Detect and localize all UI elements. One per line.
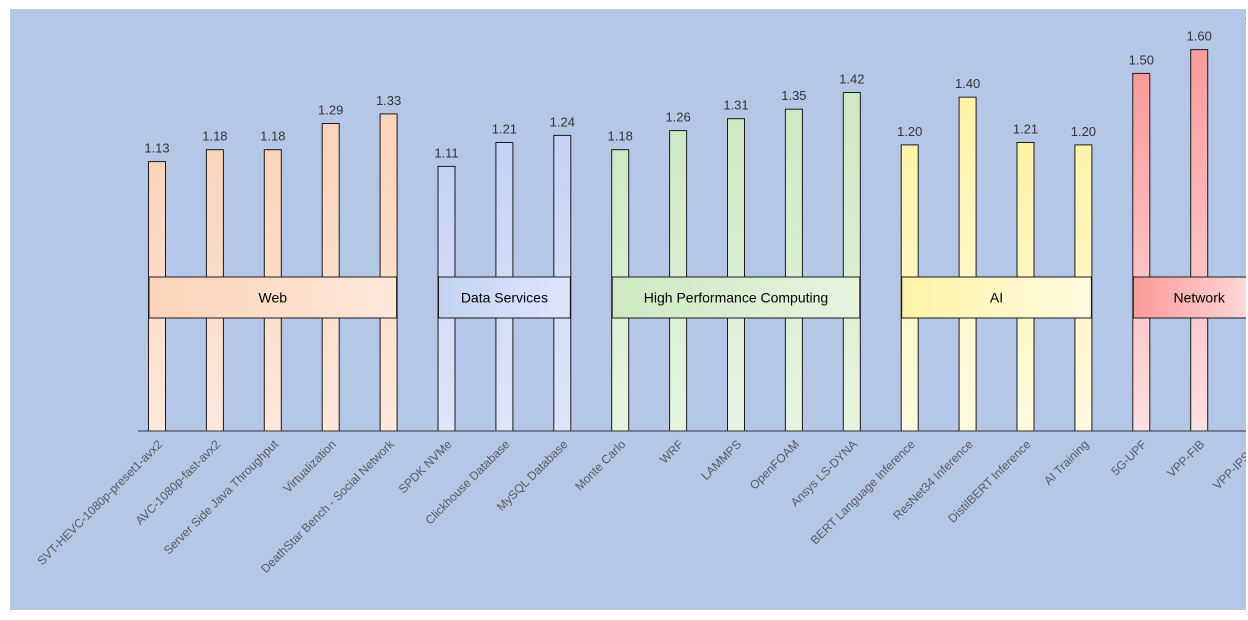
category-label: WRF bbox=[657, 437, 686, 466]
value-label: 1.40 bbox=[955, 76, 980, 91]
value-label: 1.20 bbox=[1071, 124, 1096, 139]
value-label: 1.18 bbox=[202, 129, 227, 144]
value-label: 1.21 bbox=[492, 122, 517, 137]
value-label: 1.60 bbox=[1187, 29, 1212, 44]
value-label: 1.50 bbox=[1129, 52, 1154, 67]
group-name: Web bbox=[259, 290, 288, 306]
category-label: SVT-HEVC-1080p-preset1-avx2 bbox=[34, 437, 165, 568]
category-label: AI Training bbox=[1041, 437, 1091, 487]
group-box bbox=[148, 276, 398, 319]
bar-5g-upf bbox=[1132, 72, 1151, 432]
category-label: Server Side Java Throughput bbox=[161, 437, 282, 558]
category-label: BERT Language Inference bbox=[808, 437, 918, 547]
bar-chart: Web Data Services High Performance Computi… bbox=[34, 9, 1246, 576]
value-label: 1.42 bbox=[839, 72, 864, 87]
group-box bbox=[438, 276, 571, 319]
category-label: SPDK NVMe bbox=[396, 437, 455, 496]
bar-vpp-fib bbox=[1190, 49, 1209, 432]
group-name: AI bbox=[990, 290, 1003, 306]
bar-resnet34-inference bbox=[958, 96, 977, 432]
group-label-ai: AI bbox=[901, 276, 1092, 319]
group-box bbox=[901, 276, 1092, 319]
group-label-high-performance-computing: High Performance Computing bbox=[611, 276, 861, 319]
category-label: 5G-UPF bbox=[1108, 437, 1149, 478]
value-label: 1.24 bbox=[550, 114, 575, 129]
group-box bbox=[1132, 276, 1246, 319]
group-name: Data Services bbox=[461, 290, 548, 306]
bar-openfoam bbox=[784, 108, 803, 432]
value-label: 1.11 bbox=[434, 145, 458, 160]
category-label: VPP-FIB bbox=[1164, 437, 1207, 480]
group-name: High Performance Computing bbox=[644, 290, 828, 306]
group-label-data-services: Data Services bbox=[438, 276, 571, 319]
category-label: Monte Carlo bbox=[572, 437, 628, 493]
plot-area: Web Data Services High Performance Computi… bbox=[10, 9, 1246, 610]
value-label: 1.20 bbox=[897, 124, 922, 139]
group-box bbox=[611, 276, 861, 319]
group-name: Network bbox=[1174, 290, 1226, 306]
value-label: 1.13 bbox=[144, 141, 169, 156]
value-label: 1.31 bbox=[723, 98, 748, 113]
value-label: 1.21 bbox=[1013, 122, 1038, 137]
value-label: 1.35 bbox=[781, 88, 806, 103]
category-label: OpenFOAM bbox=[747, 437, 802, 492]
value-label: 1.18 bbox=[260, 129, 285, 144]
bar-ansys-ls-dyna bbox=[842, 92, 861, 432]
value-label: 1.29 bbox=[318, 103, 343, 118]
group-label-web: Web bbox=[148, 276, 398, 319]
category-label: VPP-IPSEC bbox=[1210, 437, 1246, 492]
category-label: LAMMPS bbox=[698, 437, 744, 483]
value-label: 1.69 bbox=[1244, 9, 1246, 22]
value-label: 1.18 bbox=[608, 129, 633, 144]
value-label: 1.33 bbox=[376, 93, 401, 108]
bar-deathstar-bench-social-network bbox=[379, 113, 398, 432]
value-label: 1.26 bbox=[665, 110, 690, 125]
category-label: Virtualization bbox=[280, 437, 338, 495]
bar-lammps bbox=[727, 118, 745, 432]
group-label-network: Network bbox=[1132, 276, 1246, 319]
